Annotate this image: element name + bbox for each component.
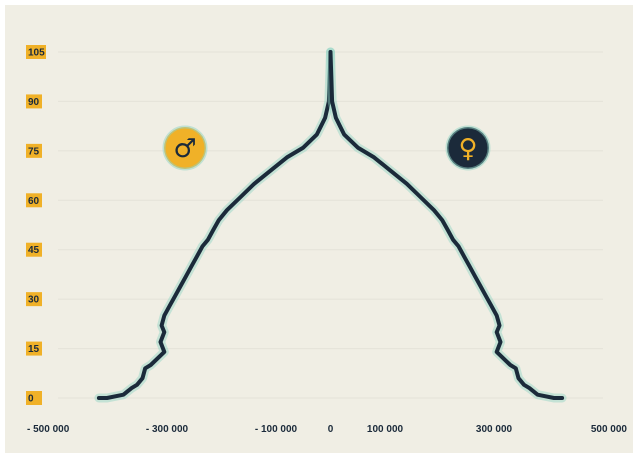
y-tick-badge xyxy=(26,242,42,257)
chart-frame: 0 15 30 45 60 75 90 105 - 500 000 - 300 000 - 100… xyxy=(5,5,633,453)
y-tick-badge xyxy=(26,292,42,307)
x-tick-label: - 500 000 xyxy=(27,424,70,435)
y-tick-label: 0 xyxy=(28,394,34,405)
y-tick-badge xyxy=(26,94,42,109)
y-tick-badge xyxy=(26,143,42,158)
y-tick: 75 xyxy=(26,143,42,158)
y-tick-badge xyxy=(26,391,42,405)
x-tick-label: - 100 000 xyxy=(255,424,298,435)
x-axis-ticks: - 500 000 - 300 000 - 100 000 0 100 000 300 0… xyxy=(27,424,627,435)
y-tick: 105 xyxy=(26,45,46,59)
population-pyramid-chart: 0 15 30 45 60 75 90 105 - 500 000 - 300 000 - 100… xyxy=(26,45,627,435)
y-tick-label: 15 xyxy=(28,344,40,355)
y-tick-label: 105 xyxy=(28,48,45,59)
male-series-line xyxy=(96,50,333,400)
y-tick: 60 xyxy=(26,193,42,208)
y-tick-badge xyxy=(26,341,42,356)
y-tick-label: 45 xyxy=(28,245,40,256)
grid xyxy=(58,51,603,399)
female-series-line xyxy=(328,50,565,400)
y-tick: 15 xyxy=(26,341,42,356)
female-symbol-icon: ♀ xyxy=(458,134,477,164)
male-legend-badge: ♂ xyxy=(162,125,208,171)
y-tick-label: 90 xyxy=(28,97,40,108)
x-tick-label: 0 xyxy=(328,424,334,435)
y-tick-badge xyxy=(26,45,46,59)
y-tick: 90 xyxy=(26,94,42,109)
series-lines xyxy=(94,47,567,403)
y-tick: 30 xyxy=(26,292,42,307)
legend: ♂ ♀ xyxy=(162,125,491,171)
y-tick-badge xyxy=(26,193,42,208)
y-tick-label: 60 xyxy=(28,196,40,207)
x-tick-label: 300 000 xyxy=(476,424,513,435)
x-tick-label: - 300 000 xyxy=(146,424,189,435)
female-legend-badge: ♀ xyxy=(445,125,491,171)
y-tick-label: 75 xyxy=(28,146,40,157)
y-tick-label: 30 xyxy=(28,295,40,306)
y-axis-ticks: 0 15 30 45 60 75 90 105 xyxy=(26,45,46,405)
y-tick: 45 xyxy=(26,242,42,257)
x-tick-label: 100 000 xyxy=(367,424,404,435)
x-tick-label: 500 000 xyxy=(591,424,628,435)
male-symbol-icon: ♂ xyxy=(173,134,196,164)
y-tick: 0 xyxy=(26,391,42,405)
